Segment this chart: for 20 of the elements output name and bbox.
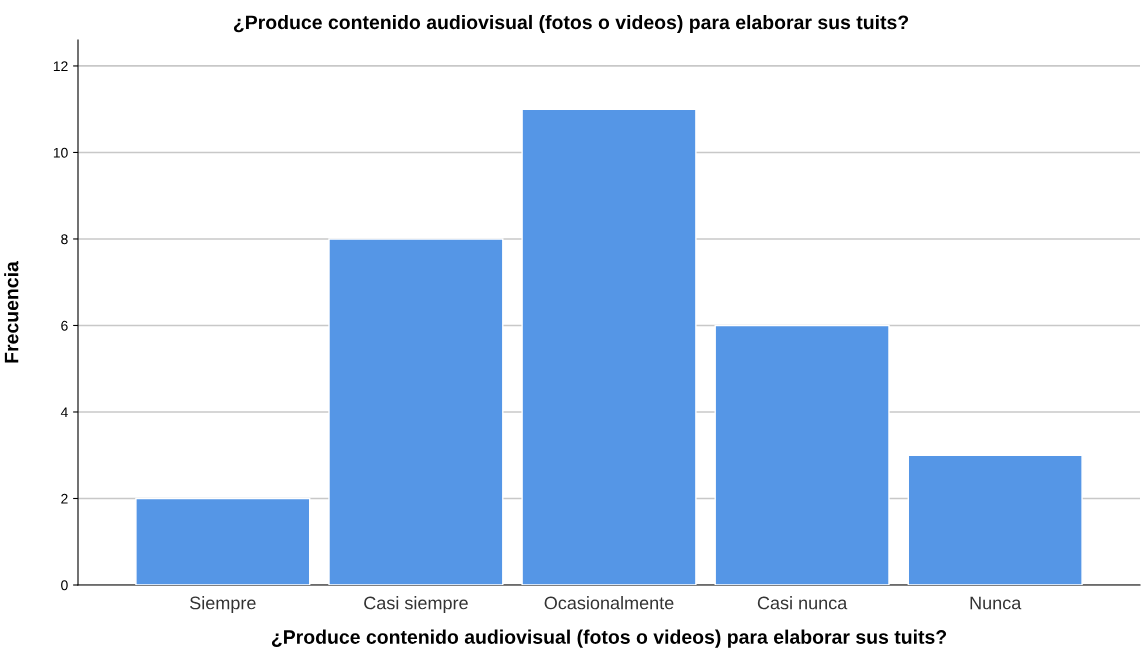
- y-tick-label: 4: [60, 407, 68, 418]
- x-tick-label: Nunca: [970, 596, 1022, 610]
- x-tick-label: Casi nunca: [757, 596, 848, 610]
- x-axis-title: ¿Produce contenido audiovisual (fotos o videos) para elaborar sus tuits?: [271, 629, 947, 648]
- bar: [714, 324, 890, 585]
- y-tick-label: 12: [53, 61, 68, 71]
- y-axis-title: Frecuencia: [4, 261, 19, 363]
- y-tick-label: 8: [61, 234, 68, 245]
- bar: [521, 108, 697, 585]
- x-tick-label: Siempre: [190, 596, 256, 613]
- y-tick-label: 10: [53, 147, 68, 158]
- x-tick-label: Ocasionalmente: [544, 596, 674, 610]
- bar: [907, 454, 1083, 585]
- x-tick-label: Casi siempre: [364, 596, 468, 613]
- y-tick-label: 2: [61, 493, 68, 504]
- chart-title: ¿Produce contenido audiovisual (fotos o videos) para elaborar sus tuits?: [233, 14, 909, 34]
- bar: [328, 238, 504, 585]
- y-tick-label: 6: [61, 320, 68, 331]
- y-tick-label: 0: [61, 580, 68, 591]
- bar: [135, 497, 311, 585]
